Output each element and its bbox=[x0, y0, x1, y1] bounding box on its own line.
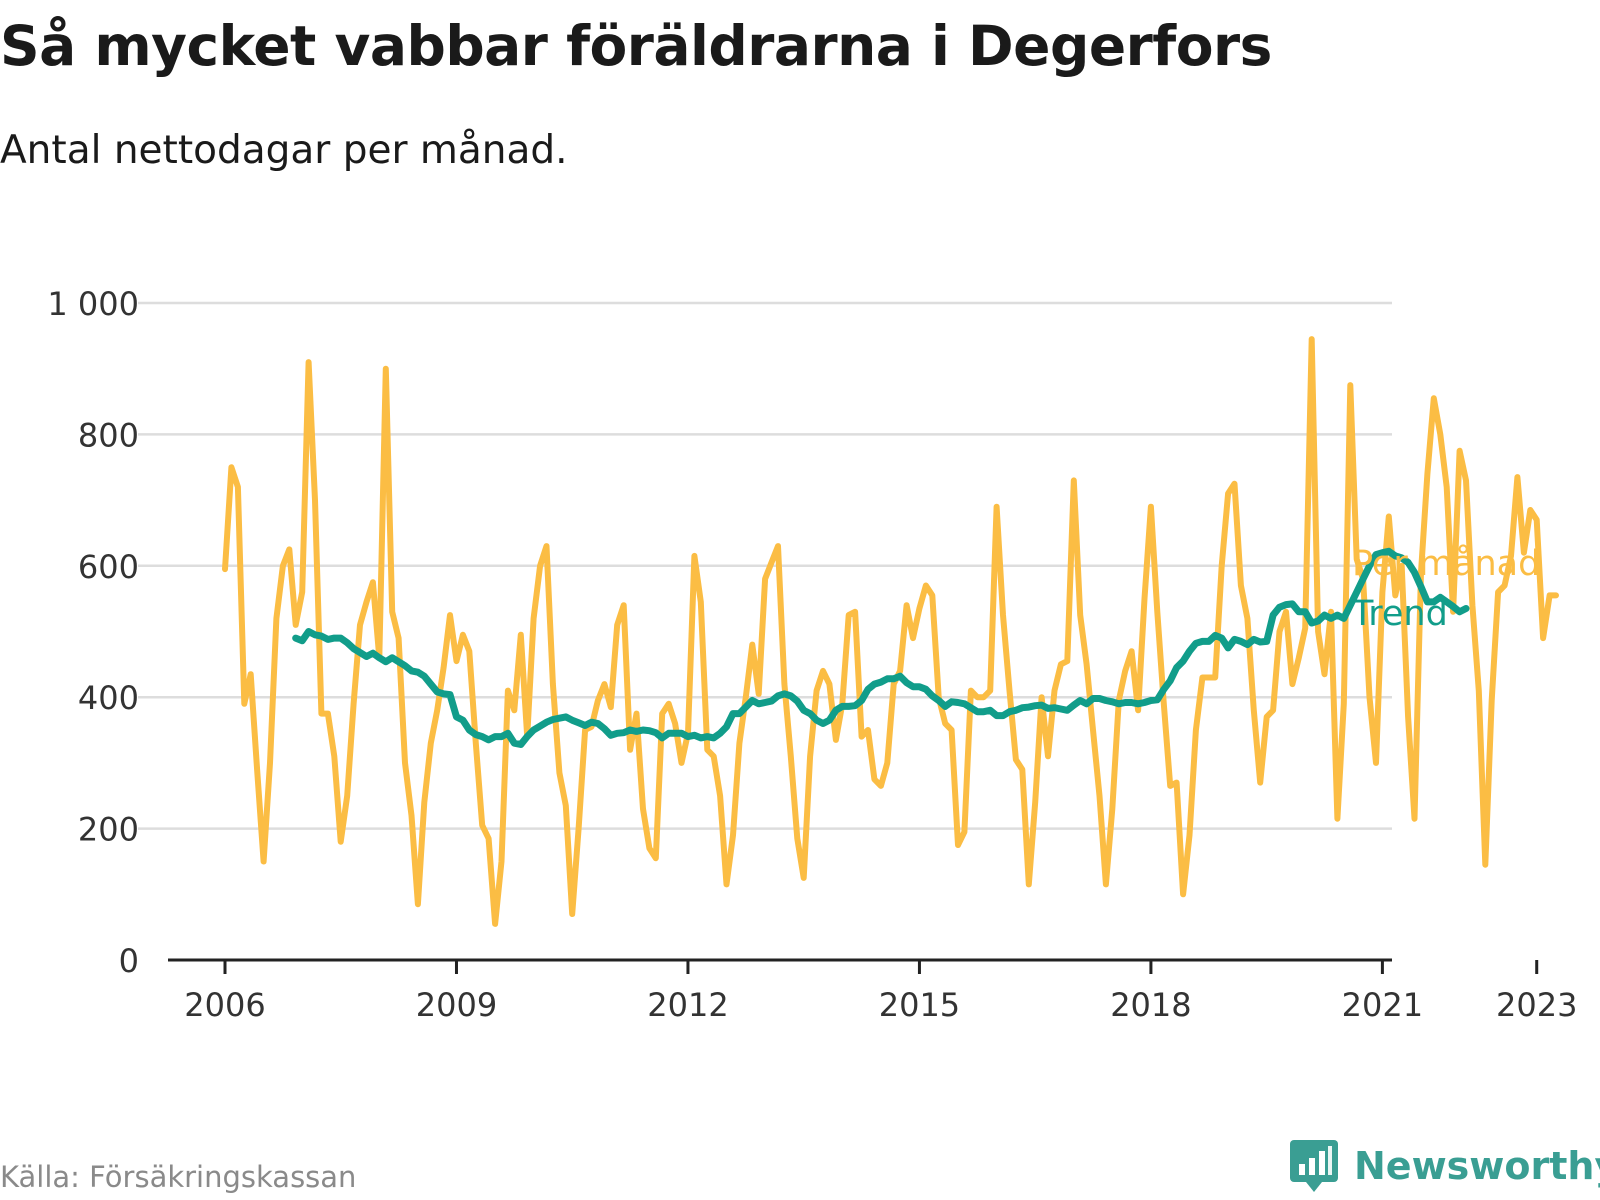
bar-chart-bubble-icon bbox=[1290, 1140, 1338, 1192]
series-lines bbox=[222, 336, 1559, 927]
x-tick-label: 2018 bbox=[1110, 986, 1191, 1024]
brand-logo: Newsworthy bbox=[1290, 1140, 1600, 1192]
source-note: Källa: Försäkringskassan bbox=[0, 1160, 357, 1194]
y-tick-label: 400 bbox=[78, 679, 139, 717]
x-tick-label: 2012 bbox=[647, 986, 728, 1024]
x-tick-label: 2006 bbox=[184, 986, 265, 1024]
x-tick-label: 2009 bbox=[416, 986, 497, 1024]
x-tick-label: 2015 bbox=[879, 986, 960, 1024]
legend-label-trend: Trend bbox=[1351, 594, 1448, 634]
y-tick-label: 0 bbox=[119, 942, 139, 980]
chart-title: Så mycket vabbar föräldrarna i Degerfors bbox=[0, 14, 1272, 78]
legend-labels: Per månad Trend bbox=[1351, 543, 1540, 634]
series-line-trend bbox=[292, 547, 1470, 748]
gridlines bbox=[138, 301, 1392, 830]
brand-name: Newsworthy bbox=[1354, 1144, 1600, 1188]
legend-label-per-manad: Per månad bbox=[1352, 543, 1540, 584]
y-tick-label: 800 bbox=[78, 416, 139, 454]
series-line-per-manad bbox=[222, 336, 1559, 927]
y-tick-label: 200 bbox=[78, 811, 139, 849]
x-tick-label: 2021 bbox=[1342, 986, 1423, 1024]
y-tick-label: 1 000 bbox=[47, 285, 139, 323]
x-axis: 2006 2009 2012 2015 2018 2021 2023 bbox=[168, 958, 1577, 1024]
chart-subtitle: Antal nettodagar per månad. bbox=[0, 128, 568, 173]
y-axis-tick-labels: 0 200 400 600 800 1 000 bbox=[47, 285, 139, 980]
x-tick-label: 2023 bbox=[1496, 986, 1577, 1024]
y-tick-label: 600 bbox=[78, 548, 139, 586]
